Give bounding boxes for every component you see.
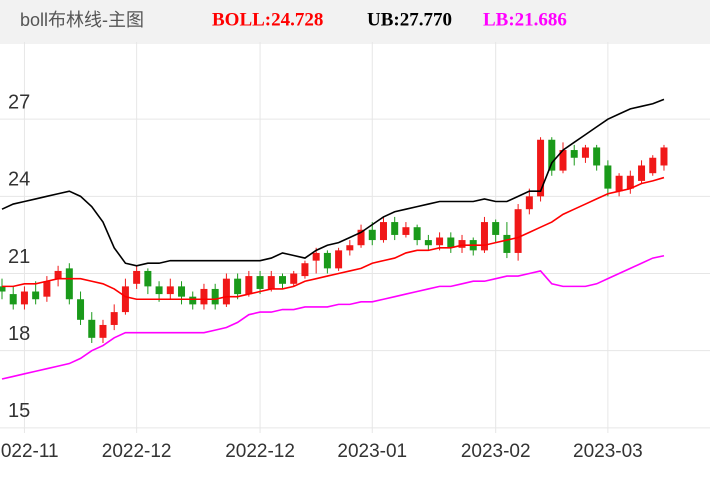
candle-body	[649, 157, 657, 174]
candle-body	[133, 270, 141, 284]
candle-body	[222, 278, 230, 305]
candle-body	[178, 286, 186, 297]
candle-body	[65, 268, 73, 300]
candle-body	[32, 291, 40, 300]
candle-body	[279, 276, 286, 284]
candle-body	[290, 273, 298, 284]
candle-body	[379, 222, 387, 241]
candle-body	[335, 250, 343, 269]
candle-body	[458, 240, 466, 248]
header-bar	[0, 0, 710, 42]
x-tick-label: 2022-12	[225, 441, 295, 462]
candle-body	[54, 270, 62, 279]
candle-body	[570, 150, 578, 158]
candle-body	[581, 147, 589, 158]
candle-body	[234, 278, 242, 295]
candle-body	[166, 286, 174, 295]
indicator-label: UB:27.770	[367, 9, 452, 30]
indicator-label: LB:21.686	[483, 9, 567, 30]
candle-body	[626, 175, 634, 189]
indicator-legend: BOLL:24.728 UB:27.770 LB:21.686	[212, 9, 567, 30]
y-tick-label: 27	[8, 91, 30, 113]
x-tick-label: 2022-11	[0, 441, 59, 462]
axis-labels: 27 24 21 18 15 2022-11 2022-12 2022-12 2023-01 20…	[0, 91, 643, 462]
candle-body	[548, 139, 556, 171]
candle-body	[447, 237, 455, 248]
candle-body	[604, 165, 612, 189]
y-tick-label: 24	[8, 169, 30, 191]
candle-body	[413, 227, 421, 241]
candle-body	[110, 312, 118, 325]
candle-body	[9, 294, 17, 305]
candle-body	[559, 150, 567, 171]
band-line	[1, 254, 665, 380]
candle-body	[357, 229, 365, 246]
candle-body	[267, 276, 275, 289]
candle-body	[615, 175, 623, 192]
candle-body	[638, 165, 646, 181]
x-tick-label: 2022-12	[102, 441, 172, 462]
candle-body	[256, 276, 264, 289]
candle-body	[391, 222, 399, 235]
candle-body	[77, 299, 85, 320]
indicator-label: BOLL:24.728	[212, 9, 323, 30]
candle-body	[301, 263, 309, 277]
candle-body	[144, 270, 152, 287]
candle-body	[402, 227, 410, 235]
grid	[0, 42, 710, 433]
candle-body	[492, 222, 500, 235]
candle-body	[660, 147, 668, 166]
candle-body	[155, 286, 163, 295]
candle-body	[88, 319, 96, 338]
candle-body	[323, 252, 331, 269]
candle-body	[312, 252, 320, 261]
x-tick-label: 2023-01	[337, 441, 407, 462]
candle-body	[189, 296, 197, 305]
candle-body	[480, 222, 488, 251]
x-tick-label: 2023-03	[573, 441, 643, 462]
candle-body	[121, 286, 129, 313]
candle-body	[525, 196, 533, 210]
candle-body	[200, 288, 208, 305]
y-tick-label: 18	[8, 323, 30, 345]
candle-body	[593, 147, 601, 166]
y-tick-label: 21	[8, 246, 30, 268]
candle-body	[436, 237, 444, 246]
candle-body	[20, 291, 28, 305]
y-tick-label: 15	[8, 400, 30, 422]
candle-body	[99, 324, 107, 338]
band-line	[2, 176, 665, 301]
band-line	[1, 98, 665, 267]
candle-body	[0, 286, 6, 292]
candle-body	[346, 245, 354, 251]
x-tick-label: 2023-02	[461, 441, 531, 462]
candle-body	[503, 234, 511, 253]
candle-body	[43, 281, 51, 297]
candle-body	[211, 288, 219, 305]
candle-body	[537, 139, 545, 197]
candle-body	[368, 229, 376, 241]
candle-body	[424, 240, 432, 246]
chart-title: boll布林线-主图	[20, 10, 144, 30]
candle-body	[245, 276, 253, 295]
candle-body	[514, 209, 522, 253]
plot	[0, 98, 668, 380]
